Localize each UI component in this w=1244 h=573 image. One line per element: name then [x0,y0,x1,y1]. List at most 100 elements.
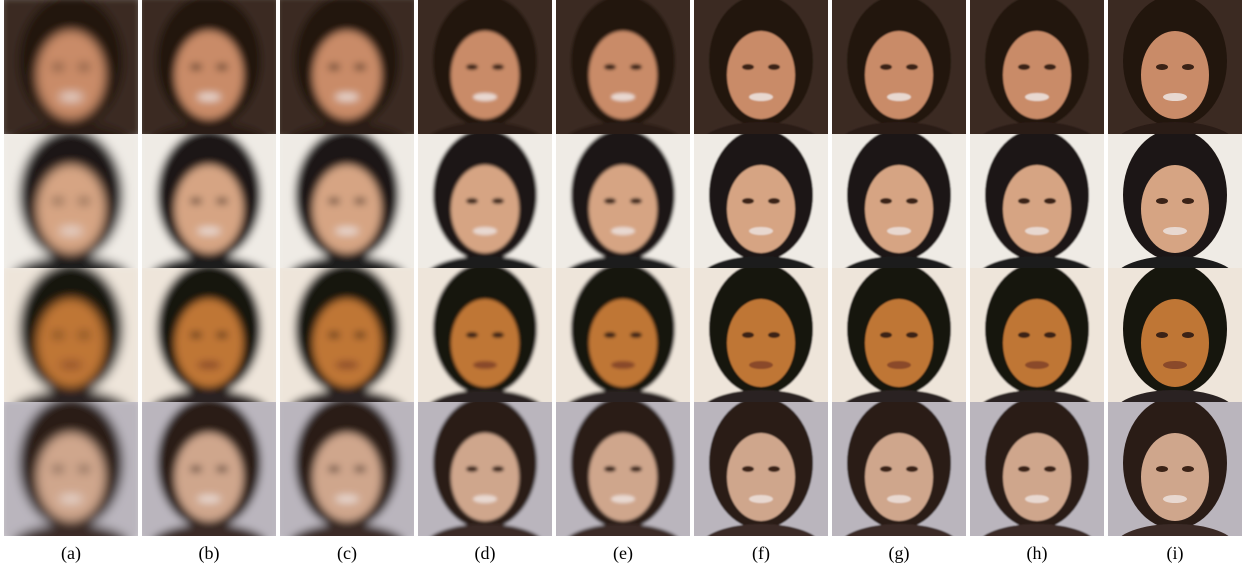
eye [354,466,366,472]
face [589,165,657,253]
eye [78,64,90,70]
face [865,31,933,119]
mouth [335,227,359,235]
eye [768,64,780,70]
eye [52,64,64,70]
eye [742,64,754,70]
caption: (c) [337,543,357,564]
eye [216,332,228,338]
eye [630,332,642,338]
eye [466,198,478,204]
mouth [1025,495,1049,503]
eye [1182,198,1194,204]
eye [216,466,228,472]
mouth [335,361,359,369]
eye [190,64,202,70]
eye [1182,466,1194,472]
mouth [335,93,359,101]
face [1003,31,1071,119]
eye [466,332,478,338]
face [1141,165,1209,253]
face [451,165,519,253]
face [1141,433,1209,521]
mouth [749,361,773,369]
eye [216,64,228,70]
eye [880,198,892,204]
eye [1156,198,1168,204]
mouth [611,495,635,503]
face [1003,433,1071,521]
eye [742,466,754,472]
face [313,433,381,521]
face [37,433,105,521]
eye [328,198,340,204]
eye [604,64,616,70]
mouth [473,227,497,235]
eye [768,466,780,472]
eye [1044,332,1056,338]
eye [328,64,340,70]
eye [1182,332,1194,338]
eye [906,198,918,204]
caption: (d) [475,543,496,564]
mouth [749,495,773,503]
caption: (b) [199,543,220,564]
eye [880,332,892,338]
face [313,299,381,387]
eye [1044,64,1056,70]
eye [354,64,366,70]
image-grid [0,0,1244,568]
eye [630,64,642,70]
face [451,299,519,387]
mouth [1163,495,1187,503]
caption: (a) [61,543,81,564]
caption: (i) [1167,543,1184,564]
face [1003,165,1071,253]
eye [880,466,892,472]
eye [604,332,616,338]
mouth [59,495,83,503]
eye [630,198,642,204]
eye [604,198,616,204]
eye [630,466,642,472]
mouth [197,361,221,369]
caption: (e) [613,543,633,564]
mouth [887,93,911,101]
eye [768,332,780,338]
eye [1018,466,1030,472]
eye [354,332,366,338]
mouth [59,93,83,101]
mouth [749,93,773,101]
mouth [59,227,83,235]
face [589,299,657,387]
eye [1156,332,1168,338]
face [313,165,381,253]
page: {"captions": ["(a)", "(b)", "(c)", "(d)"… [0,0,1244,573]
mouth [611,361,635,369]
face [1003,299,1071,387]
face [1141,31,1209,119]
face [865,433,933,521]
face [175,299,243,387]
captions: (a)(b)(c)(d)(e)(f)(g)(h)(i) [61,543,1183,564]
eye [466,466,478,472]
face [589,433,657,521]
face [727,31,795,119]
eye [328,332,340,338]
face [1141,299,1209,387]
mouth [1025,361,1049,369]
eye [1156,466,1168,472]
face [727,433,795,521]
mouth [887,495,911,503]
mouth [197,227,221,235]
face [451,433,519,521]
eye [52,332,64,338]
face [865,165,933,253]
eye [906,64,918,70]
face [175,165,243,253]
face [727,165,795,253]
face [37,299,105,387]
eye [1044,466,1056,472]
mouth [473,93,497,101]
eye [1044,198,1056,204]
